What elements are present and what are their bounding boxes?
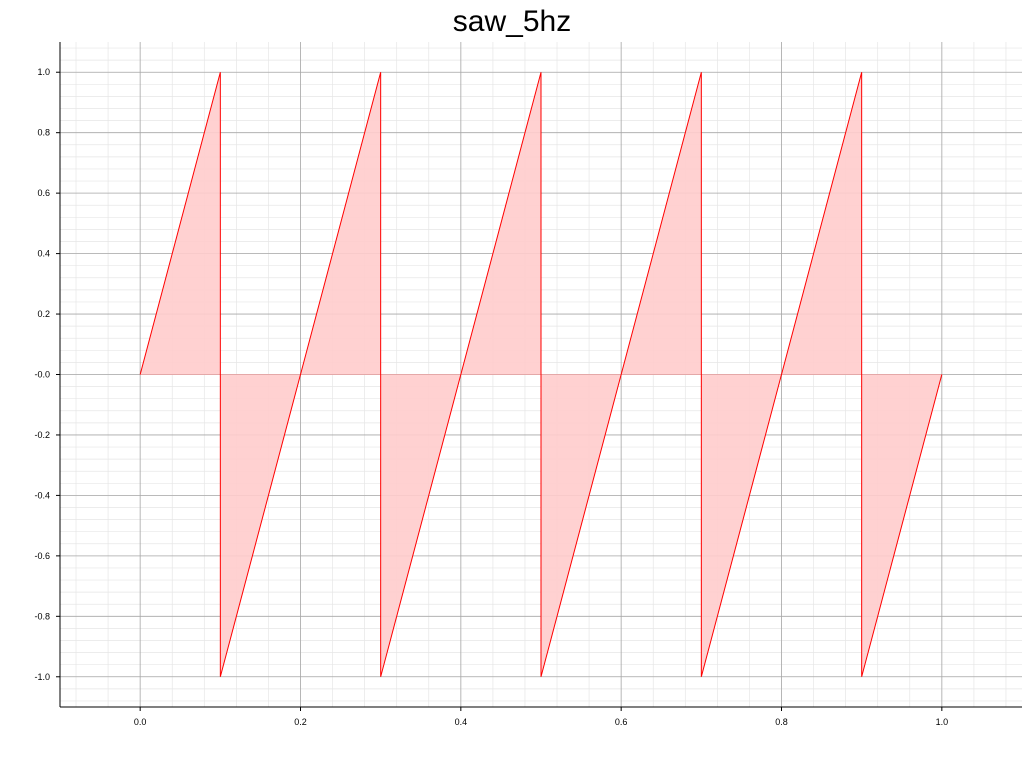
- chart-title: saw_5hz: [452, 5, 572, 38]
- series-line: [139, 72, 943, 677]
- y-tick-label: -0.2: [34, 430, 50, 440]
- axes: [56, 42, 1022, 711]
- tick-labels: 1.0 0.8 0.6 0.4 0.2 -0.0 -0.2 -0.4 -0.6 -0.8 -1.0 0…: [34, 67, 948, 727]
- y-tick-label: -0.0: [34, 370, 50, 380]
- y-tick-label: 0.8: [37, 128, 50, 138]
- y-tick-label: -0.8: [34, 611, 50, 621]
- x-tick-label: 0.8: [775, 717, 788, 727]
- y-tick-label: 1.0: [37, 67, 50, 77]
- x-tick-label: 1.0: [936, 717, 949, 727]
- y-tick-label: -0.6: [34, 551, 50, 561]
- series-path: [139, 72, 943, 677]
- x-tick-label: 0.0: [134, 717, 147, 727]
- x-tick-label: 0.2: [294, 717, 307, 727]
- x-tick-label: 0.4: [455, 717, 468, 727]
- y-tick-label: 0.6: [37, 188, 50, 198]
- y-tick-label: 0.2: [37, 309, 50, 319]
- y-tick-label: 0.4: [37, 249, 50, 259]
- x-tick-label: 0.6: [615, 717, 628, 727]
- y-tick-label: -0.4: [34, 490, 50, 500]
- y-tick-label: -1.0: [34, 672, 50, 682]
